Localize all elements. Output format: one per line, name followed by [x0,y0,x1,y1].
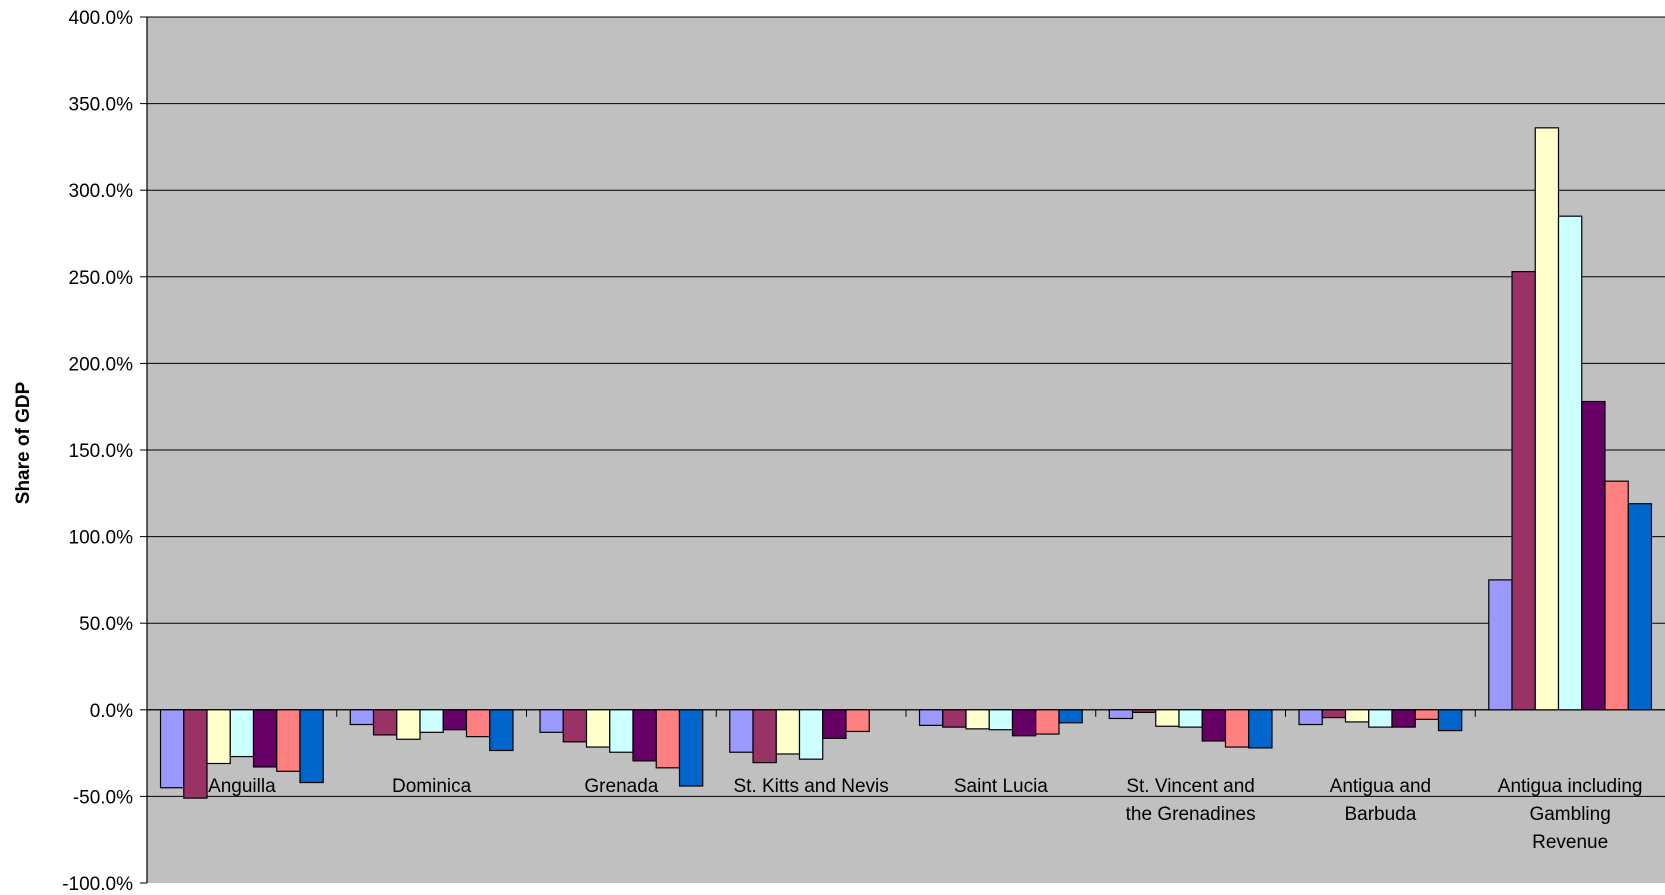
y-tick-label: -100.0% [62,874,133,895]
y-tick-label: 350.0% [69,95,134,116]
bar [609,709,634,753]
y-axis-title: Share of GDP [13,381,34,504]
y-tick-label: 300.0% [69,181,134,202]
bar [1108,709,1134,720]
bar [442,709,468,731]
bar [1511,271,1536,711]
bar [965,709,990,730]
bar [988,709,1014,731]
y-tick-label: 100.0% [69,528,134,549]
bar [206,709,231,765]
bar [678,709,704,787]
category-label: Antigua and Barbuda [1330,776,1431,825]
bar [1298,709,1323,726]
y-tick-label: 400.0% [69,8,134,29]
y-tick-label: 200.0% [69,354,134,375]
category-label: Dominica [392,776,472,797]
bar [1581,400,1606,711]
bar [729,709,754,753]
bar [1058,709,1083,724]
bar [419,709,444,733]
bar [183,709,208,799]
bar [1224,709,1250,748]
y-tick-label: 250.0% [69,268,134,289]
bar [1488,579,1513,711]
category-label: St. Kitts and Nevis [734,776,889,797]
bar [562,709,588,743]
bar [299,709,324,784]
y-tick-label: -50.0% [73,787,133,808]
bar [1178,709,1203,728]
category-label: Grenada [584,776,658,797]
bar [1414,709,1440,720]
category-label: Antigua including Gambling Revenue [1498,776,1643,853]
bar [396,709,421,740]
bar [1131,709,1157,713]
bar [1437,709,1463,732]
bar [585,709,611,748]
bar [489,709,514,752]
bar [1627,503,1653,711]
bar [276,709,301,772]
category-label: Saint Lucia [954,776,1048,797]
bar [655,709,681,769]
bar [942,709,967,728]
bar [539,709,564,733]
category-label: St. Vincent and the Grenadines [1126,776,1256,825]
bar [798,709,824,760]
bar [632,709,657,762]
bar [1368,709,1393,728]
bar [1248,709,1273,749]
bar [1534,127,1560,711]
bar [229,709,255,758]
bars [159,127,1653,799]
bar [1155,709,1180,727]
category-label: Anguilla [208,776,276,797]
bar [1011,709,1037,737]
y-tick-label: 0.0% [90,701,133,722]
bar [465,709,491,738]
bar [1604,480,1629,711]
bar [1391,709,1416,728]
bar [1557,215,1583,711]
bar [372,709,398,736]
bar [159,709,185,789]
bar [752,709,777,764]
y-tick-label: 150.0% [69,441,134,462]
x-tick-labels: Anguilla Dominica Grenada St. Kitts and Nev… [208,776,1642,853]
y-tick-label: 50.0% [79,614,133,635]
y-tick-labels: -100.0% -50.0% 0.0% 50.0% 100.0% 150.0% 200.0%… [62,8,133,895]
bar [1321,709,1347,719]
bar [1201,709,1227,742]
bar [1344,709,1370,723]
bar [822,709,847,739]
bar [775,709,801,755]
bar [845,709,870,733]
bar [252,709,278,768]
bar [918,709,944,726]
bar [1035,709,1060,735]
bar [349,709,375,726]
